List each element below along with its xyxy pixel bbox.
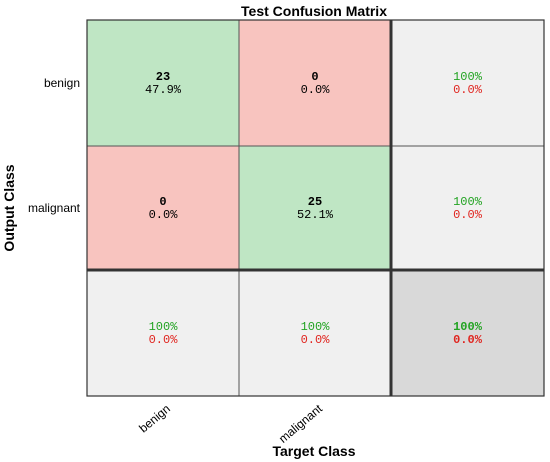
summary-error: 0.0% (453, 83, 483, 97)
y-tick-label: malignant (28, 201, 81, 215)
cell-r0-c1: 00.0% (238, 19, 392, 147)
chart-title: Test Confusion Matrix (241, 3, 387, 19)
cell-count: 0 (159, 195, 166, 209)
summary-error: 0.0% (149, 333, 179, 347)
cell-count: 25 (308, 195, 322, 209)
cell-r1-c0: 00.0% (86, 145, 240, 271)
summary-error: 0.0% (301, 333, 331, 347)
cell-background (238, 145, 392, 271)
cell-percent: 0.0% (301, 83, 331, 97)
x-axis-label: Target Class (273, 443, 356, 459)
cell-count: 0 (311, 70, 318, 84)
cell-percent: 52.1% (297, 208, 334, 222)
cell-background (390, 269, 545, 397)
summary-correct: 100% (453, 195, 483, 209)
matrix-cells: 2347.9%00.0%100%0.0%00.0%2552.1%100%0.0%… (86, 19, 545, 397)
cell-percent: 47.9% (145, 83, 182, 97)
summary-error: 0.0% (453, 208, 483, 222)
cell-r2-c2: 100%0.0% (390, 269, 545, 397)
summary-correct: 100% (453, 320, 483, 334)
summary-correct: 100% (149, 320, 179, 334)
cell-r2-c0: 100%0.0% (86, 269, 240, 397)
cell-r0-c2: 100%0.0% (390, 19, 545, 147)
y-tick-label: benign (44, 76, 80, 90)
x-tick-label: benign (136, 402, 173, 436)
x-tick-label: malignant (276, 401, 325, 446)
cell-background (86, 269, 240, 397)
outer-border (86, 19, 545, 397)
summary-correct: 100% (301, 320, 331, 334)
summary-error: 0.0% (453, 333, 483, 347)
cell-background (86, 145, 240, 271)
y-axis-label: Output Class (1, 164, 17, 251)
cell-percent: 0.0% (149, 208, 179, 222)
matrix-frame (86, 19, 545, 397)
cell-r2-c1: 100%0.0% (238, 269, 392, 397)
cell-count: 23 (156, 70, 170, 84)
summary-correct: 100% (453, 70, 483, 84)
cell-background (390, 145, 545, 271)
cell-r1-c2: 100%0.0% (390, 145, 545, 271)
cell-background (238, 269, 392, 397)
